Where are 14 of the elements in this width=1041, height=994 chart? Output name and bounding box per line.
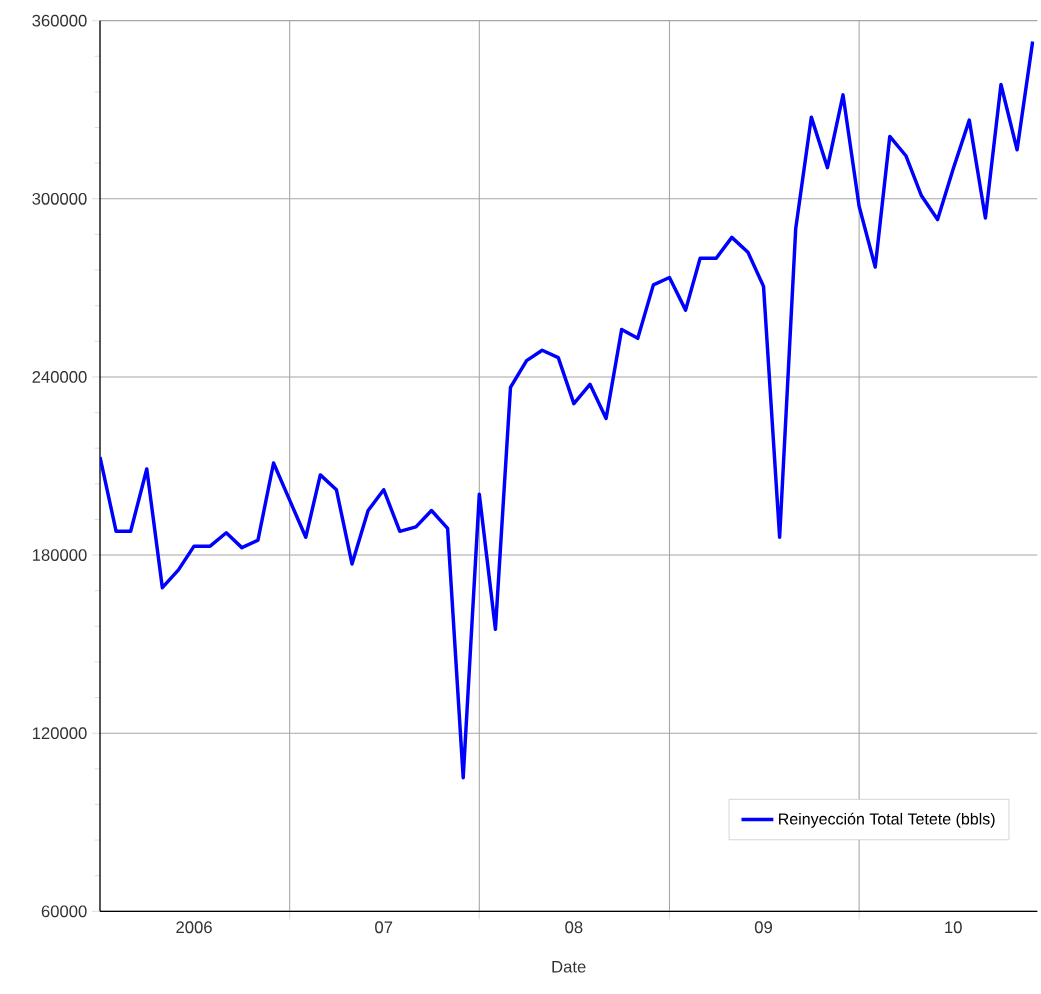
legend-label: Reinyección Total Tetete (bbls) — [779, 812, 995, 828]
y-tick-label: 120000 — [32, 727, 87, 740]
x-tick-label: 07 — [375, 921, 393, 934]
y-tick-label: 300000 — [32, 192, 87, 205]
y-tick-label: 180000 — [32, 549, 87, 561]
x-tick-label: 2006 — [176, 921, 212, 934]
x-tick-label: 10 — [945, 921, 962, 934]
y-tick-label: 60000 — [41, 905, 87, 918]
x-axis-title: Date — [552, 960, 586, 973]
x-tick-label: 09 — [754, 921, 773, 934]
y-tick-label: 240000 — [32, 371, 87, 383]
line-series — [100, 39, 1035, 780]
x-tick-label: 08 — [565, 921, 583, 934]
y-tick-label: 360000 — [32, 14, 87, 27]
